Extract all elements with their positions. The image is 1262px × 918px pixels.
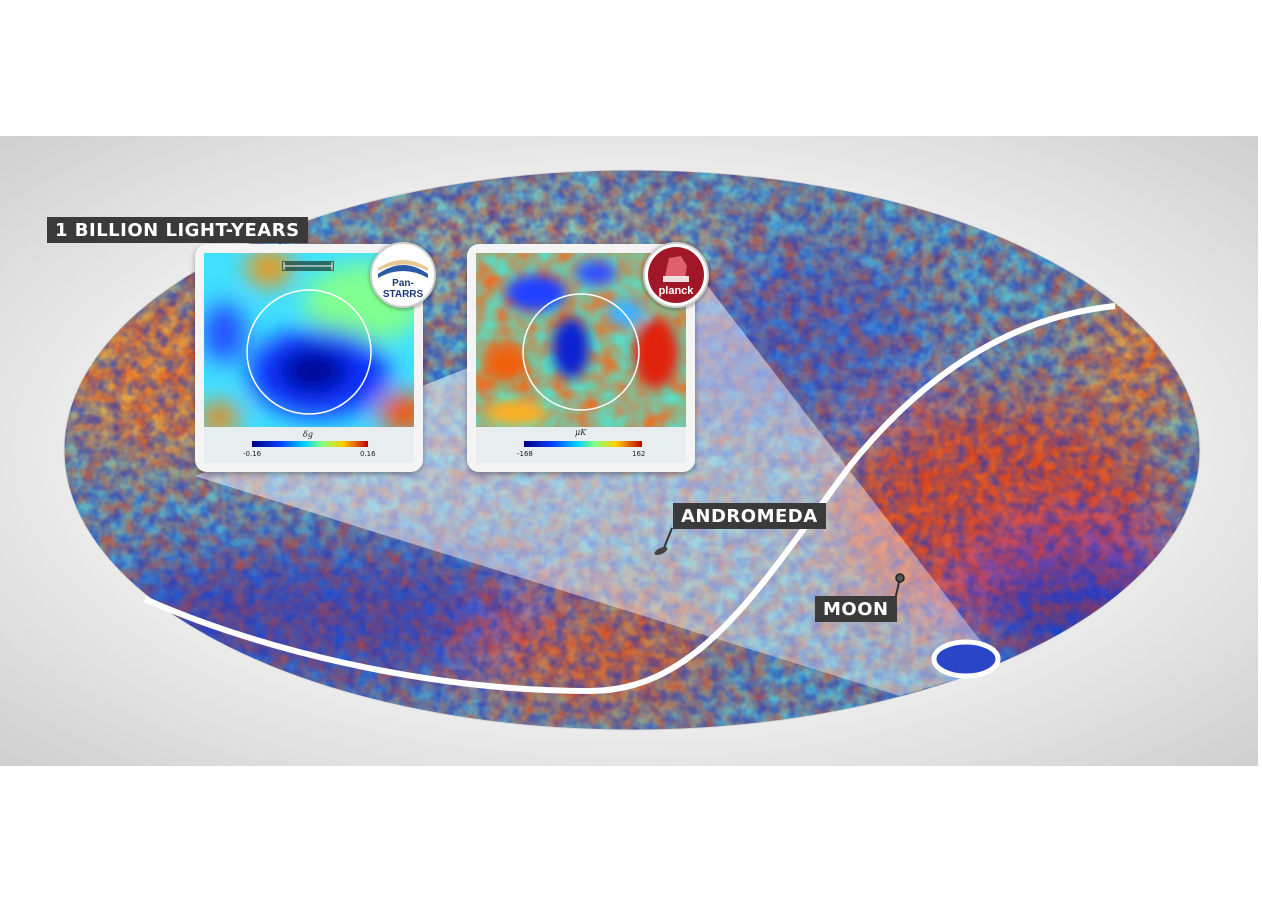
planck-colorbar-title: μK xyxy=(575,428,587,437)
panstarrs-logo-text: Pan-STARRS xyxy=(382,278,424,300)
planck-logo: planck xyxy=(643,242,709,308)
andromeda-pointer xyxy=(663,527,673,549)
panstarrs-panel: δg -0.16 0.16 xyxy=(195,244,423,472)
planck-colorbar-min: -168 xyxy=(517,450,533,458)
panstarrs-colorbar-max: 0.16 xyxy=(360,450,376,458)
andromeda-label: ANDROMEDA xyxy=(673,503,826,529)
panstarrs-colorbar-min: -0.16 xyxy=(243,450,262,458)
moon-label: MOON xyxy=(815,596,897,622)
planck-logo-text: planck xyxy=(658,285,694,297)
galactic-plane-curve xyxy=(143,303,1116,695)
sky-map-figure: 1 BILLION LIGHT-YEARS ANDROMEDA MOON xyxy=(0,136,1258,766)
planck-colorbar-max: 162 xyxy=(632,450,646,458)
scale-label: 1 BILLION LIGHT-YEARS xyxy=(47,217,308,243)
planck-logo-icon xyxy=(648,247,704,303)
panstarrs-logo-icon xyxy=(378,260,428,278)
panstarrs-colorbar-title: δg xyxy=(303,430,313,439)
panstarrs-density-map xyxy=(204,253,414,463)
panstarrs-logo: Pan-STARRS xyxy=(370,242,436,308)
moon-pointer-dot xyxy=(895,573,905,583)
moon-ring xyxy=(931,639,1001,679)
andromeda-galaxy-icon xyxy=(654,546,668,556)
